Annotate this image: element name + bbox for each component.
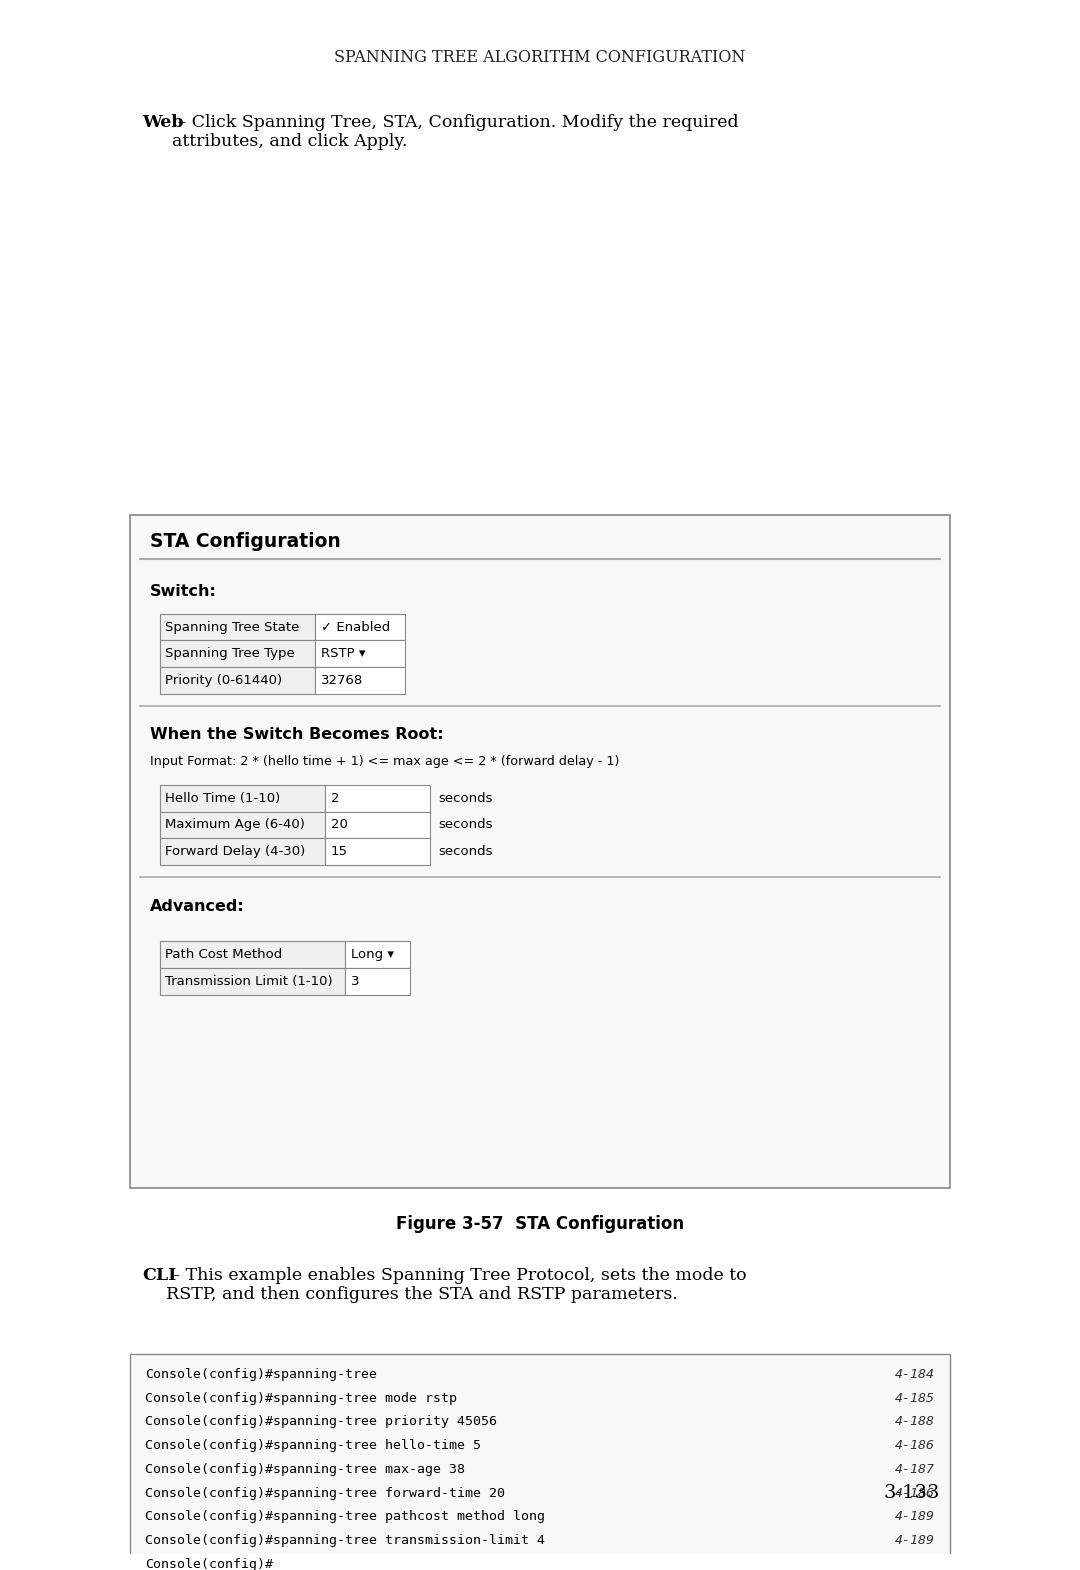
Text: 4-186: 4-186 [895,1440,935,1452]
Text: Long ▾: Long ▾ [351,948,394,961]
Text: Path Cost Method: Path Cost Method [165,948,282,961]
Text: Console(config)#spanning-tree mode rstp: Console(config)#spanning-tree mode rstp [145,1391,457,1405]
Text: Advanced:: Advanced: [150,898,245,914]
Text: seconds: seconds [438,818,492,832]
Text: Input Format: 2 * (hello time + 1) <= max age <= 2 * (forward delay - 1): Input Format: 2 * (hello time + 1) <= ma… [150,755,619,768]
Text: seconds: seconds [438,845,492,859]
Text: RSTP ▾: RSTP ▾ [321,647,365,661]
Text: Maximum Age (6-40): Maximum Age (6-40) [165,818,305,832]
Text: Hello Time (1-10): Hello Time (1-10) [165,791,280,805]
Text: 4-185: 4-185 [895,1391,935,1405]
Bar [160,614,315,641]
Text: 4-187: 4-187 [895,1463,935,1476]
Bar [315,614,405,641]
Text: ✓ Enabled: ✓ Enabled [321,620,390,634]
Bar [160,838,325,865]
Bar [315,667,405,694]
Bar [160,667,315,694]
Text: – This example enables Spanning Tree Protocol, sets the mode to
RSTP, and then c: – This example enables Spanning Tree Pro… [166,1267,746,1303]
Text: Console(config)#spanning-tree max-age 38: Console(config)#spanning-tree max-age 38 [145,1463,465,1476]
Bar [325,812,430,838]
Text: 15: 15 [330,845,348,859]
Text: Transmission Limit (1-10): Transmission Limit (1-10) [165,975,333,988]
Text: 4-184: 4-184 [895,1367,935,1382]
Text: 3-133: 3-133 [883,1485,940,1502]
Text: Console(config)#spanning-tree priority 45056: Console(config)#spanning-tree priority 4… [145,1415,497,1429]
Text: Web: Web [141,113,184,130]
Bar [345,942,410,969]
Bar [160,641,315,667]
Bar [325,785,430,812]
Text: CLI: CLI [141,1267,176,1284]
Text: Console(config)#spanning-tree hello-time 5: Console(config)#spanning-tree hello-time… [145,1440,481,1452]
Bar [315,641,405,667]
Text: 4-186: 4-186 [895,1487,935,1499]
Text: 4-189: 4-189 [895,1534,935,1546]
Text: Console(config)#spanning-tree forward-time 20: Console(config)#spanning-tree forward-ti… [145,1487,505,1499]
Text: Spanning Tree State: Spanning Tree State [165,620,299,634]
Bar [160,812,325,838]
Text: Forward Delay (4-30): Forward Delay (4-30) [165,845,306,859]
Text: 20: 20 [330,818,348,832]
Bar [325,838,430,865]
FancyBboxPatch shape [130,515,950,1188]
Text: 2: 2 [330,791,339,805]
Bar [160,785,325,812]
FancyBboxPatch shape [130,1353,950,1570]
Text: STA Configuration: STA Configuration [150,532,341,551]
Text: SPANNING TREE ALGORITHM CONFIGURATION: SPANNING TREE ALGORITHM CONFIGURATION [335,50,745,66]
Bar [160,942,345,969]
Text: When the Switch Becomes Root:: When the Switch Becomes Root: [150,727,444,743]
Text: – Click Spanning Tree, STA, Configuration. Modify the required
attributes, and c: – Click Spanning Tree, STA, Configuratio… [172,113,739,151]
Text: 32768: 32768 [321,674,363,688]
Text: Console(config)#: Console(config)# [145,1557,273,1570]
Text: Console(config)#spanning-tree transmission-limit 4: Console(config)#spanning-tree transmissi… [145,1534,545,1546]
Text: Priority (0-61440): Priority (0-61440) [165,674,282,688]
Text: Switch:: Switch: [150,584,217,600]
Text: Figure 3-57  STA Configuration: Figure 3-57 STA Configuration [396,1215,684,1234]
Text: 4-188: 4-188 [895,1415,935,1429]
Text: Console(config)#spanning-tree pathcost method long: Console(config)#spanning-tree pathcost m… [145,1510,545,1523]
Text: 3: 3 [351,975,360,988]
Text: seconds: seconds [438,791,492,805]
Text: Spanning Tree Type: Spanning Tree Type [165,647,295,661]
Text: Console(config)#spanning-tree: Console(config)#spanning-tree [145,1367,377,1382]
Text: 4-189: 4-189 [895,1510,935,1523]
Bar [345,969,410,995]
Bar [160,969,345,995]
